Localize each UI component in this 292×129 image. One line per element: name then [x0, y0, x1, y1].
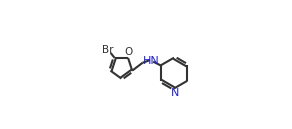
Text: HN: HN	[143, 56, 159, 66]
Text: O: O	[124, 47, 133, 57]
Text: N: N	[171, 88, 179, 98]
Text: Br: Br	[102, 45, 113, 55]
